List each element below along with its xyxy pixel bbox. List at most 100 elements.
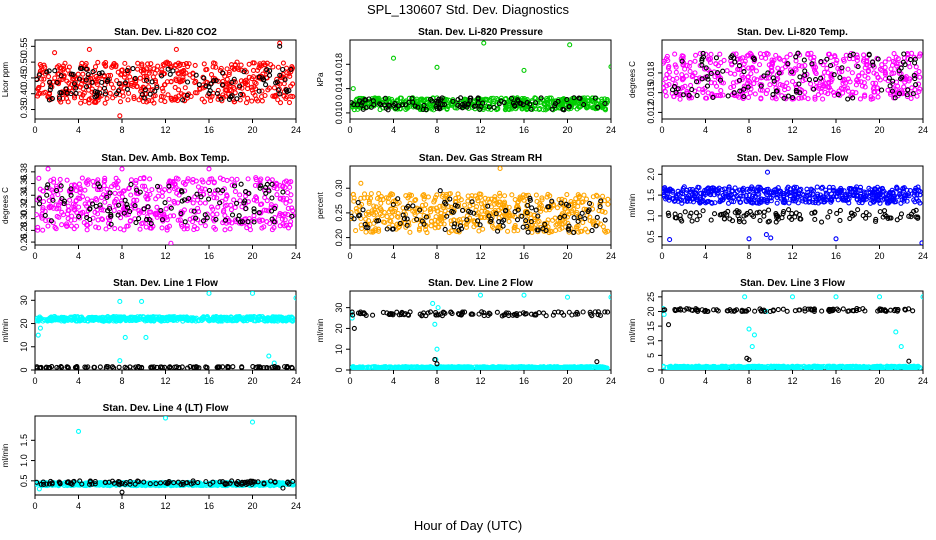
- data-point-black: [514, 217, 521, 223]
- data-point: [418, 99, 425, 106]
- data-point: [753, 188, 759, 194]
- data-point-black: [818, 75, 824, 81]
- y-tick-label: 0.5: [646, 230, 656, 243]
- data-point: [46, 217, 52, 223]
- data-point: [63, 223, 70, 229]
- data-point: [149, 187, 155, 193]
- data-point-black: [594, 214, 600, 220]
- data-point: [670, 76, 676, 82]
- data-point: [246, 61, 252, 67]
- data-point: [244, 86, 251, 92]
- data-point: [832, 54, 838, 60]
- x-tick-label: 24: [291, 251, 301, 261]
- data-point: [573, 211, 579, 217]
- data-point: [189, 219, 196, 225]
- data-point: [687, 68, 693, 75]
- data-point: [259, 217, 266, 223]
- data-point: [278, 195, 284, 201]
- data-point-black: [229, 79, 235, 85]
- data-point: [384, 214, 390, 220]
- data-point: [740, 193, 746, 199]
- data-point: [226, 69, 232, 76]
- data-point: [112, 198, 118, 204]
- data-point-black: [666, 213, 672, 219]
- data-point-black: [46, 97, 52, 103]
- data-point: [547, 193, 553, 199]
- data-point: [155, 63, 161, 69]
- data-point: [729, 62, 735, 68]
- data-point: [160, 316, 166, 323]
- data-point-black: [200, 218, 207, 224]
- data-point-black: [45, 182, 51, 188]
- data-point: [79, 314, 85, 320]
- data-point-black: [122, 80, 129, 86]
- data-point-black: [220, 70, 226, 76]
- data-point: [808, 55, 814, 61]
- data-point-black: [741, 86, 747, 92]
- data-point: [554, 205, 561, 211]
- data-point: [182, 85, 188, 91]
- data-point-black: [890, 78, 896, 84]
- data-point: [353, 228, 359, 234]
- data-point-black: [59, 364, 65, 370]
- data-point: [269, 317, 275, 324]
- data-point: [662, 192, 666, 198]
- data-point-black: [178, 188, 185, 194]
- data-point-black: [847, 216, 853, 222]
- data-point: [394, 221, 400, 227]
- x-tick-label: 0: [32, 376, 37, 386]
- data-point: [361, 191, 368, 197]
- data-point: [147, 176, 153, 182]
- data-point: [834, 193, 840, 199]
- data-point: [112, 226, 118, 232]
- data-point-black: [238, 91, 244, 98]
- data-point-black: [83, 77, 89, 83]
- data-point: [534, 198, 540, 205]
- data-point: [851, 192, 857, 199]
- data-point: [765, 186, 771, 192]
- data-point: [289, 205, 295, 211]
- data-point: [687, 82, 694, 88]
- data-point: [224, 177, 230, 183]
- data-point: [134, 197, 140, 203]
- data-point-black: [737, 88, 743, 94]
- data-point-black: [789, 211, 795, 217]
- data-point: [681, 76, 687, 82]
- data-point: [117, 99, 124, 105]
- data-point: [390, 199, 396, 205]
- data-point: [753, 200, 759, 206]
- data-point: [78, 100, 84, 106]
- y-tick-label: 0.014: [334, 77, 344, 100]
- data-point-black: [108, 213, 114, 219]
- panel-title: Stan. Dev. Line 2 Flow: [428, 278, 533, 289]
- data-point-black: [53, 187, 60, 194]
- data-point: [724, 68, 730, 74]
- data-point-black: [801, 57, 807, 63]
- data-point-black: [146, 216, 152, 223]
- data-point: [866, 185, 872, 191]
- data-point: [917, 74, 923, 80]
- data-point: [290, 208, 296, 214]
- data-point: [786, 200, 792, 206]
- data-point-black: [515, 98, 521, 104]
- data-point: [166, 223, 173, 229]
- data-point-black: [277, 72, 283, 78]
- data-point-black: [727, 216, 733, 222]
- data-point: [662, 85, 666, 91]
- outlier-point: [434, 64, 440, 70]
- data-point: [207, 191, 213, 197]
- data-point: [805, 96, 811, 102]
- data-point-black: [796, 81, 802, 87]
- data-point: [43, 218, 49, 224]
- data-point: [815, 191, 821, 197]
- data-point: [502, 199, 508, 205]
- data-point: [264, 60, 270, 66]
- data-point: [143, 317, 149, 323]
- data-point-black: [806, 77, 813, 83]
- data-point-black: [901, 51, 907, 57]
- data-point-black: [409, 95, 415, 101]
- data-point-black: [694, 217, 700, 223]
- data-point: [812, 200, 818, 206]
- data-point-black: [785, 61, 791, 67]
- data-point: [79, 175, 85, 181]
